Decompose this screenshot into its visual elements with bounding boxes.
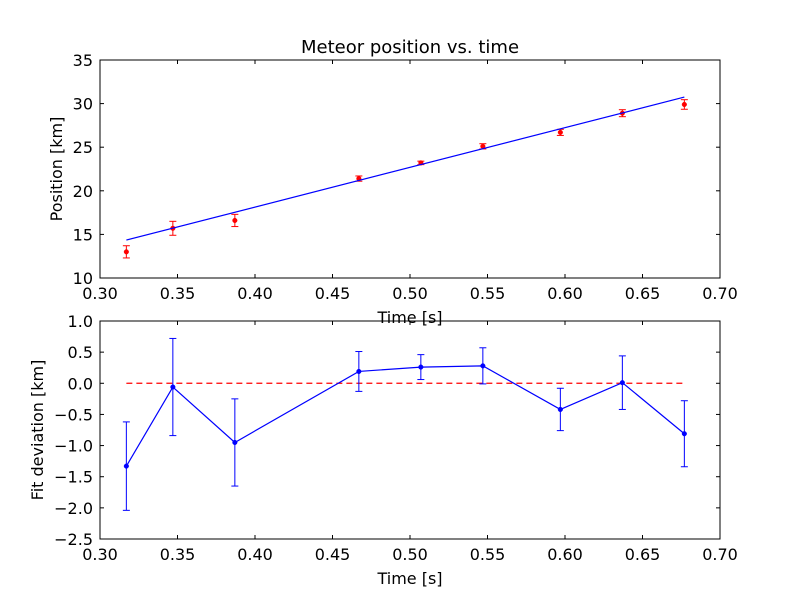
y-tick-label: 0.5 [68,343,93,362]
y-tick-label: −1.0 [54,437,93,456]
position-chart-marks [122,96,688,259]
y-tick-label: −2.5 [54,530,93,549]
x-axis-label: Time [s] [376,308,442,327]
y-axis-label: Position [km] [47,117,66,222]
data-point [123,463,129,469]
y-tick-label: 1.0 [68,312,93,331]
x-tick-label: 0.30 [82,284,118,303]
x-tick-label: 0.40 [237,545,273,564]
y-tick-label: −2.0 [54,499,93,518]
x-tick-label: 0.70 [702,545,738,564]
data-point [356,368,362,375]
x-tick-label: 0.55 [470,284,506,303]
y-tick-label: 0.0 [68,374,93,393]
data-point [681,431,687,437]
fit-line [126,96,685,241]
data-point [557,406,563,412]
deviation-chart-marks [122,337,688,511]
x-tick-label: 0.70 [702,284,738,303]
y-tick-label: 10 [73,269,93,288]
data-point [232,439,238,446]
x-axis-label: Time [s] [376,569,442,588]
data-point [681,101,687,108]
x-tick-label: 0.50 [392,284,428,303]
y-tick-label: 20 [73,182,93,201]
position-chart-ticks: 0.30 0.35 0.40 0.45 0.50 0.55 0.60 0.65 0.70 10 15… [73,51,738,303]
x-tick-label: 0.60 [547,545,583,564]
x-tick-label: 0.55 [470,545,506,564]
x-tick-label: 0.40 [237,284,273,303]
data-point [619,380,625,386]
x-tick-label: 0.60 [547,284,583,303]
position-chart: Meteor position vs. time 0.30 0.35 0.40 0.4… [47,37,738,327]
y-axis-label: Fit deviation [km] [28,360,47,501]
y-tick-label: 25 [73,138,93,157]
x-tick-label: 0.50 [392,545,428,564]
x-tick-label: 0.35 [160,284,196,303]
x-tick-label: 0.45 [315,284,351,303]
y-tick-label: 35 [73,51,93,70]
y-tick-label: 15 [73,225,93,244]
data-point [232,217,238,223]
data-point [480,363,486,369]
data-point [418,364,424,370]
x-tick-label: 0.35 [160,545,196,564]
x-tick-label: 0.65 [625,545,661,564]
x-tick-label: 0.30 [82,545,118,564]
deviation-chart: 0.30 0.35 0.40 0.45 0.50 0.55 0.60 0.65 0.70 −2.5… [28,312,738,588]
y-tick-label: −1.5 [54,468,93,487]
chart-title: Meteor position vs. time [301,37,519,58]
data-point [557,129,563,135]
x-tick-label: 0.65 [625,284,661,303]
y-tick-label: −0.5 [54,405,93,424]
y-tick-label: 30 [73,95,93,114]
x-tick-label: 0.45 [315,545,351,564]
data-point [170,384,176,390]
data-point [123,249,129,255]
deviation-chart-ticks: 0.30 0.35 0.40 0.45 0.50 0.55 0.60 0.65 0.70 −2.5… [54,312,738,564]
